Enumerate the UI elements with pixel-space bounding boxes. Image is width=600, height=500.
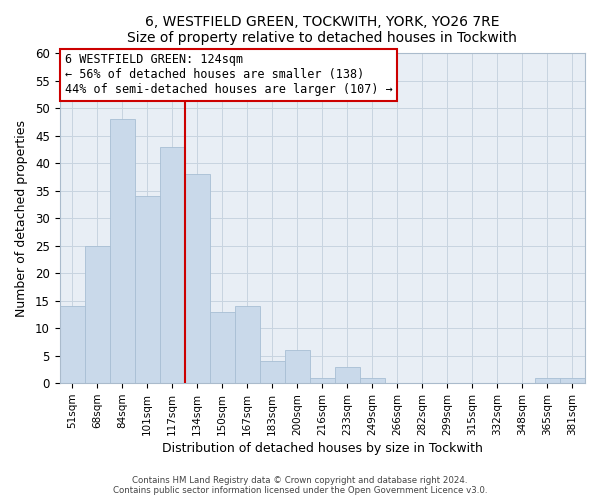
Bar (85, 246, 110, 383)
Bar (59, 306, 85, 383)
Bar (260, 361, 285, 383)
Bar (335, 366, 360, 383)
Bar (209, 312, 235, 383)
Title: 6, WESTFIELD GREEN, TOCKWITH, YORK, YO26 7RE
Size of property relative to detach: 6, WESTFIELD GREEN, TOCKWITH, YORK, YO26… (127, 15, 517, 45)
Bar (360, 378, 385, 383)
Bar (235, 306, 260, 383)
Y-axis label: Number of detached properties: Number of detached properties (15, 120, 28, 317)
Bar (310, 378, 335, 383)
Bar (285, 350, 310, 383)
Text: 6 WESTFIELD GREEN: 124sqm
← 56% of detached houses are smaller (138)
44% of semi: 6 WESTFIELD GREEN: 124sqm ← 56% of detac… (65, 54, 392, 96)
Bar (535, 378, 560, 383)
Bar (110, 120, 134, 383)
Text: Contains HM Land Registry data © Crown copyright and database right 2024.
Contai: Contains HM Land Registry data © Crown c… (113, 476, 487, 495)
Bar (560, 378, 585, 383)
X-axis label: Distribution of detached houses by size in Tockwith: Distribution of detached houses by size … (162, 442, 483, 455)
Bar (160, 147, 185, 383)
Bar (134, 196, 160, 383)
Bar (185, 174, 209, 383)
